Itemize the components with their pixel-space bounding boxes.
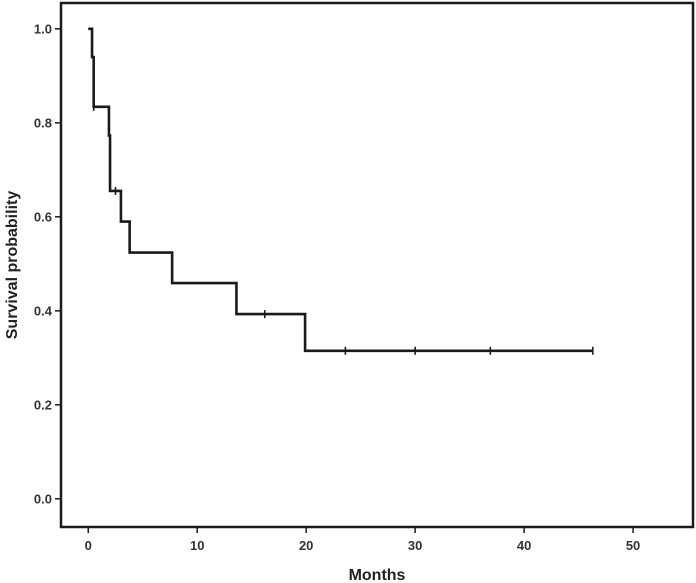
x-axis-title: Months [349,567,406,583]
x-tick-label: 30 [408,538,422,553]
x-tick-label: 40 [517,538,531,553]
x-tick-label: 0 [85,538,92,553]
x-tick-label: 10 [190,538,204,553]
x-axis: 0 10 20 30 40 50 [85,527,640,553]
y-axis: 0.0 0.2 0.4 0.6 0.8 1.0 [34,21,61,506]
survival-step-line [88,27,593,353]
x-tick-label: 50 [626,538,640,553]
y-tick-label: 0.0 [34,491,52,506]
y-tick-label: 0.8 [34,115,52,130]
y-tick-label: 0.2 [34,397,52,412]
x-tick-label: 20 [299,538,313,553]
y-tick-label: 0.6 [34,209,52,224]
y-tick-label: 1.0 [34,21,52,36]
y-tick-label: 0.4 [34,303,53,318]
plot-frame [59,1,695,529]
series-group [88,27,594,355]
y-axis-title: Survival probability [4,191,21,340]
